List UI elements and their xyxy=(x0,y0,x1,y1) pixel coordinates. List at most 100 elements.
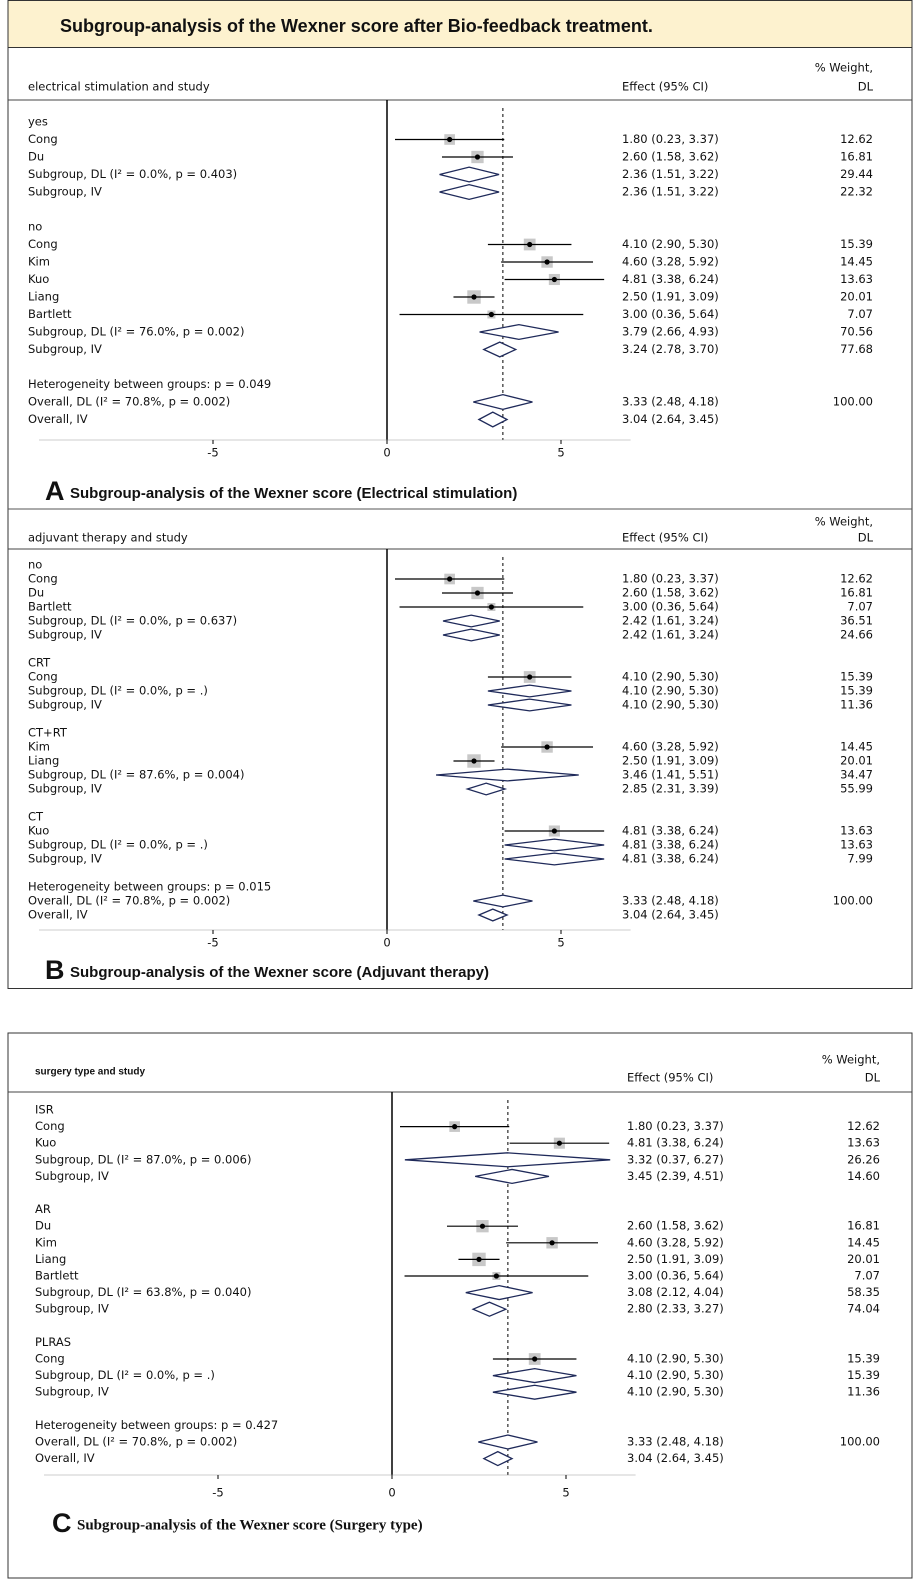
effect-label: 3.46 (1.41, 5.51) xyxy=(622,768,719,782)
diamond xyxy=(465,1284,533,1301)
diamond xyxy=(482,341,518,358)
effect-label: 3.00 (0.36, 5.64) xyxy=(627,1269,724,1283)
weight-label: 34.47 xyxy=(840,768,873,782)
column-header: DL xyxy=(865,1071,881,1085)
x-tick-label: -5 xyxy=(207,446,218,460)
row-label: Overall, DL (I² = 70.8%, p = 0.002) xyxy=(28,395,230,409)
effect-label: 4.10 (2.90, 5.30) xyxy=(622,684,719,698)
weight-label: 15.39 xyxy=(847,1352,880,1366)
row-label: Overall, DL (I² = 70.8%, p = 0.002) xyxy=(35,1435,237,1449)
panel-letter: C xyxy=(52,1508,72,1538)
weight-label: 70.56 xyxy=(840,325,873,339)
row-label: Overall, IV xyxy=(28,412,88,426)
diamond xyxy=(404,1152,611,1168)
effect-label: 4.81 (3.38, 6.24) xyxy=(627,1136,724,1150)
point-estimate xyxy=(452,1124,458,1130)
row-label: Du xyxy=(35,1219,51,1233)
row-label: no xyxy=(28,220,42,234)
weight-label: 16.81 xyxy=(840,586,873,600)
column-header: Effect (95% CI) xyxy=(622,531,708,545)
column-header: Effect (95% CI) xyxy=(627,1071,713,1085)
point-estimate xyxy=(447,136,453,143)
row-label: Cong xyxy=(28,572,58,586)
effect-label: 2.36 (1.51, 3.22) xyxy=(622,167,719,181)
effect-label: 2.60 (1.58, 3.62) xyxy=(622,586,719,600)
x-tick-label: -5 xyxy=(207,936,218,950)
effect-label: 4.10 (2.90, 5.30) xyxy=(622,698,719,712)
diamond xyxy=(487,684,572,698)
effect-label: 2.42 (1.61, 3.24) xyxy=(622,628,719,642)
row-label: Liang xyxy=(35,1252,66,1266)
row-label: Heterogeneity between groups: p = 0.427 xyxy=(35,1418,278,1432)
effect-label: 2.42 (1.61, 3.24) xyxy=(622,614,719,628)
effect-label: 2.36 (1.51, 3.22) xyxy=(622,185,719,199)
effect-label: 1.80 (0.23, 3.37) xyxy=(627,1119,724,1133)
effect-label: 3.33 (2.48, 4.18) xyxy=(622,395,719,409)
effect-label: 4.10 (2.90, 5.30) xyxy=(627,1385,724,1399)
row-label: Subgroup, IV xyxy=(28,342,102,356)
weight-label: 12.62 xyxy=(847,1119,880,1133)
weight-label: 16.81 xyxy=(840,150,873,164)
weight-label: 29.44 xyxy=(840,167,873,181)
effect-label: 3.04 (2.64, 3.45) xyxy=(627,1451,724,1465)
effect-label: 3.45 (2.39, 4.51) xyxy=(627,1169,724,1183)
row-label: Subgroup, DL (I² = 76.0%, p = 0.002) xyxy=(28,325,244,339)
row-label: Kim xyxy=(28,255,50,269)
point-estimate xyxy=(556,1140,562,1146)
diamond xyxy=(473,894,533,908)
title-bar xyxy=(7,0,913,48)
diamond xyxy=(439,166,500,183)
point-estimate xyxy=(532,1356,538,1362)
diamond xyxy=(473,393,533,411)
effect-label: 2.80 (2.33, 3.27) xyxy=(627,1302,724,1316)
weight-label: 20.01 xyxy=(847,1252,880,1266)
weight-label: 16.81 xyxy=(847,1219,880,1233)
row-label: Subgroup, DL (I² = 0.0%, p = 0.637) xyxy=(28,614,237,628)
row-label: Subgroup, IV xyxy=(28,852,102,866)
row-label: Cong xyxy=(28,237,58,251)
point-estimate xyxy=(488,311,494,318)
weight-label: 100.00 xyxy=(833,894,873,908)
x-tick-label: 5 xyxy=(562,1486,569,1500)
point-estimate xyxy=(527,674,533,680)
weight-label: 7.07 xyxy=(847,307,873,321)
diamond xyxy=(475,1168,550,1185)
diamond xyxy=(465,782,508,796)
panel-caption: Subgroup-analysis of the Wexner score (S… xyxy=(77,1517,423,1533)
weight-label: 77.68 xyxy=(840,342,873,356)
row-label: Subgroup, DL (I² = 0.0%, p = .) xyxy=(35,1368,215,1382)
weight-label: 13.63 xyxy=(840,272,873,286)
effect-label: 4.81 (3.38, 6.24) xyxy=(622,824,719,838)
effect-label: 3.08 (2.12, 4.04) xyxy=(627,1285,724,1299)
effect-label: 4.60 (3.28, 5.92) xyxy=(622,255,719,269)
weight-label: 11.36 xyxy=(840,698,873,712)
diamond xyxy=(487,698,572,712)
weight-label: 7.07 xyxy=(854,1269,880,1283)
row-label: Overall, DL (I² = 70.8%, p = 0.002) xyxy=(28,894,230,908)
effect-label: 4.81 (3.38, 6.24) xyxy=(622,852,719,866)
weight-label: 74.04 xyxy=(847,1302,880,1316)
column-header: surgery type and study xyxy=(35,1067,145,1078)
row-label: Cong xyxy=(28,670,58,684)
weight-label: 15.39 xyxy=(840,670,873,684)
row-label: Subgroup, DL (I² = 0.0%, p = .) xyxy=(28,684,208,698)
column-header: electrical stimulation and study xyxy=(28,80,210,94)
column-header: Effect (95% CI) xyxy=(622,80,708,94)
effect-label: 2.50 (1.91, 3.09) xyxy=(627,1252,724,1266)
weight-label: 100.00 xyxy=(840,1435,880,1449)
weight-label: 14.60 xyxy=(847,1169,880,1183)
weight-label: 12.62 xyxy=(840,132,873,146)
diamond xyxy=(477,411,509,428)
effect-label: 3.32 (0.37, 6.27) xyxy=(627,1152,724,1166)
effect-label: 4.10 (2.90, 5.30) xyxy=(622,237,719,251)
effect-label: 2.60 (1.58, 3.62) xyxy=(622,150,719,164)
column-header: % Weight, xyxy=(815,61,873,75)
row-label: Overall, IV xyxy=(28,908,88,922)
row-label: Kuo xyxy=(35,1136,56,1150)
effect-label: 4.10 (2.90, 5.30) xyxy=(627,1352,724,1366)
point-estimate xyxy=(471,294,477,300)
effect-label: 4.10 (2.90, 5.30) xyxy=(627,1368,724,1382)
diamond xyxy=(442,614,500,628)
effect-label: 1.80 (0.23, 3.37) xyxy=(622,572,719,586)
row-label: Subgroup, IV xyxy=(35,1169,109,1183)
